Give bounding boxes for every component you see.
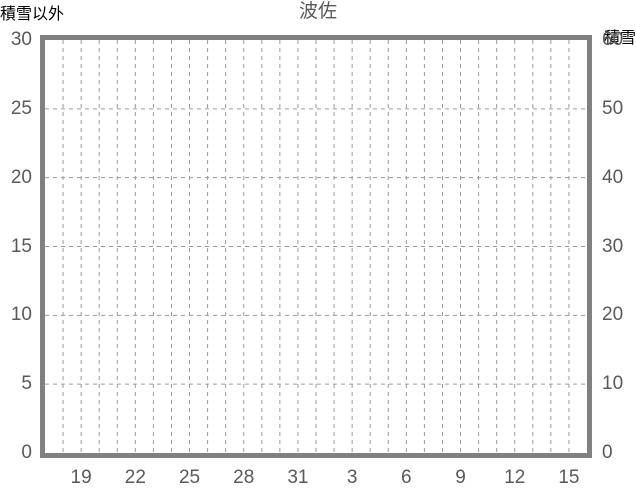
right-axis-tick-label: 50 — [602, 97, 624, 119]
left-axis-title: 積雪以外 — [0, 6, 65, 23]
left-axis-tick-label: 30 — [10, 29, 32, 50]
right-axis-tick-label: 0 — [602, 442, 613, 463]
x-axis-tick-label: 12 — [504, 467, 526, 488]
right-axis-tick-label: 40 — [602, 166, 624, 188]
left-axis-tick-label: 20 — [10, 166, 32, 188]
x-axis-tick-label: 19 — [70, 467, 92, 488]
x-axis-tick-label: 3 — [346, 467, 358, 488]
right-axis-tick-label: 30 — [602, 235, 624, 257]
x-axis-tick-label: 9 — [455, 467, 466, 488]
x-axis-tick-label: 22 — [124, 467, 146, 488]
x-axis-tick-label: 6 — [401, 467, 412, 488]
x-axis-tick-label: 15 — [558, 467, 580, 488]
x-axis-tick-label: 28 — [233, 467, 255, 488]
left-axis-tick-label: 10 — [10, 304, 32, 326]
left-axis-tick-label: 5 — [21, 373, 32, 395]
gridlines — [45, 40, 587, 453]
plot-inner — [45, 40, 587, 453]
left-axis-tick-label: 25 — [10, 97, 32, 119]
left-axis-tick-label: 0 — [21, 442, 32, 463]
chart-title: 波佐 — [298, 1, 337, 22]
right-axis-tick-label: 10 — [602, 373, 624, 395]
plot-area — [40, 35, 592, 458]
right-axis-tick-label: 60 — [602, 29, 624, 50]
x-axis-tick-label: 25 — [178, 467, 201, 488]
right-axis-tick-label: 20 — [602, 304, 624, 326]
left-axis-tick-label: 15 — [10, 235, 32, 257]
x-axis-tick-label: 31 — [287, 467, 309, 488]
right-axis-title: 積雪 — [603, 30, 636, 47]
